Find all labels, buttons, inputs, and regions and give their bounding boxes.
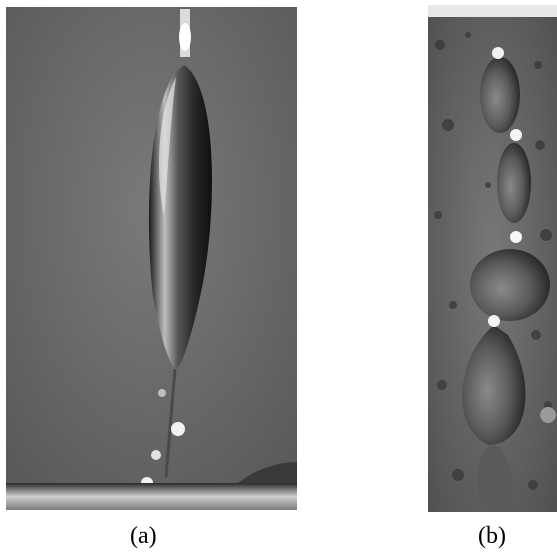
photo-a-image: [6, 7, 297, 510]
photo-panel-a: [6, 7, 297, 510]
photo-b-image: [428, 5, 557, 512]
caption-b: (b): [478, 523, 506, 549]
photo-panel-b: [428, 5, 557, 512]
caption-a: (a): [130, 523, 157, 549]
